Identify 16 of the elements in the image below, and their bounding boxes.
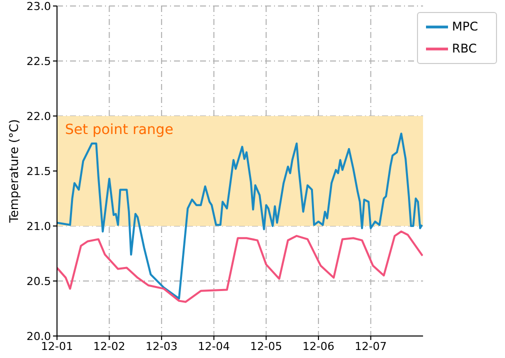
y-tick-label: 22.0: [26, 110, 51, 123]
x-tick-label: 12-07: [354, 340, 387, 353]
x-tick-label: 12-05: [250, 340, 282, 353]
x-tick-label: 12-02: [93, 340, 126, 353]
y-axis-title: Temperature (°C): [7, 119, 21, 224]
y-tick-label: 22.5: [26, 54, 51, 68]
y-tick-label: 21.0: [26, 220, 51, 233]
x-tick-label: 12-04: [198, 340, 230, 353]
legend-label: MPC: [452, 19, 478, 34]
x-tick-label: 12-03: [146, 340, 178, 353]
band-label: Set point range: [65, 122, 174, 138]
x-tick-label: 12-06: [302, 340, 334, 353]
y-tick-label: 21.5: [26, 164, 51, 178]
y-tick-label: 23.0: [26, 0, 51, 13]
y-tick-label: 20.5: [26, 274, 51, 288]
legend-label: RBC: [452, 41, 477, 56]
